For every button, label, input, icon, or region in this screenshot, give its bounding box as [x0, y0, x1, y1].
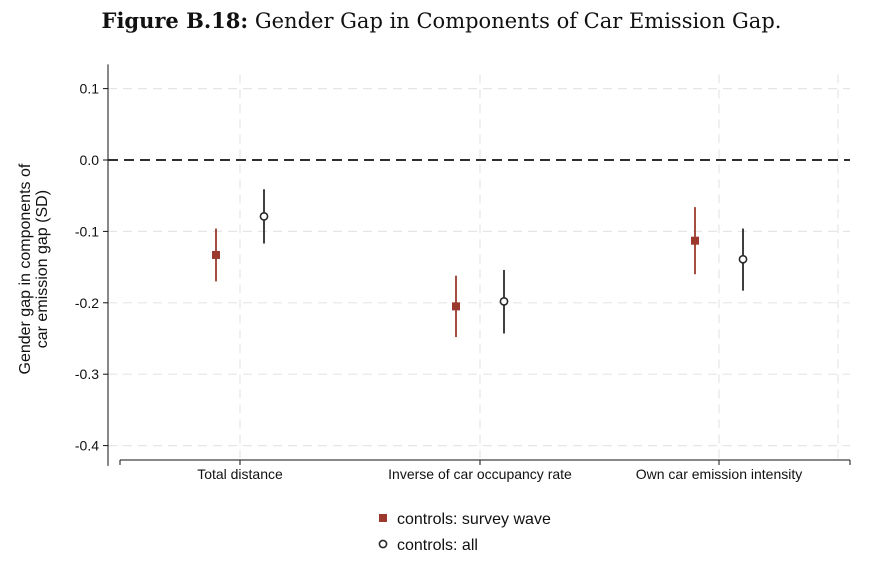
y-tick-label: -0.3 [75, 366, 99, 382]
y-axis-label-line: Gender gap in components of [17, 163, 34, 374]
legend-label-survey-wave: controls: survey wave [397, 511, 551, 528]
x-category-label: Inverse of car occupancy rate [388, 466, 572, 482]
data-marks [212, 189, 748, 338]
figure-number: Figure B.18: [101, 8, 249, 33]
chart-title: Figure B.18: Gender Gap in Components of… [0, 8, 883, 33]
y-axis-label: Gender gap in components of car emission … [17, 163, 51, 374]
point-estimate-square [212, 250, 220, 259]
point-estimate-circle [499, 296, 509, 306]
x-ticks: Total distance Inverse of car occupancy r… [119, 460, 851, 482]
y-tick-label: 0.0 [80, 152, 100, 168]
grid-layer [108, 74, 850, 460]
x-category-label: Total distance [197, 466, 283, 482]
legend-label-all: controls: all [397, 537, 478, 554]
y-tick-label: -0.1 [75, 223, 99, 239]
y-tick-label: -0.4 [75, 438, 99, 454]
y-tick-label: 0.1 [80, 81, 100, 97]
point-estimate-square [452, 302, 460, 311]
point-estimate-circle [738, 254, 748, 264]
point-estimate-square [691, 236, 699, 245]
legend-marker-all [378, 539, 388, 549]
y-tick-label: -0.2 [75, 295, 99, 311]
legend: controls: survey wave controls: all [378, 511, 551, 554]
figure-title-text: Gender Gap in Components of Car Emission… [254, 9, 782, 33]
y-axis-label-line: car emission gap (SD) [34, 190, 51, 348]
point-estimate-circle [259, 212, 269, 221]
x-category-label: Own car emission intensity [636, 466, 803, 482]
y-ticks: 0.1 0.0 -0.1 -0.2 -0.3 -0.4 [75, 81, 108, 454]
legend-marker-survey-wave [379, 514, 387, 522]
